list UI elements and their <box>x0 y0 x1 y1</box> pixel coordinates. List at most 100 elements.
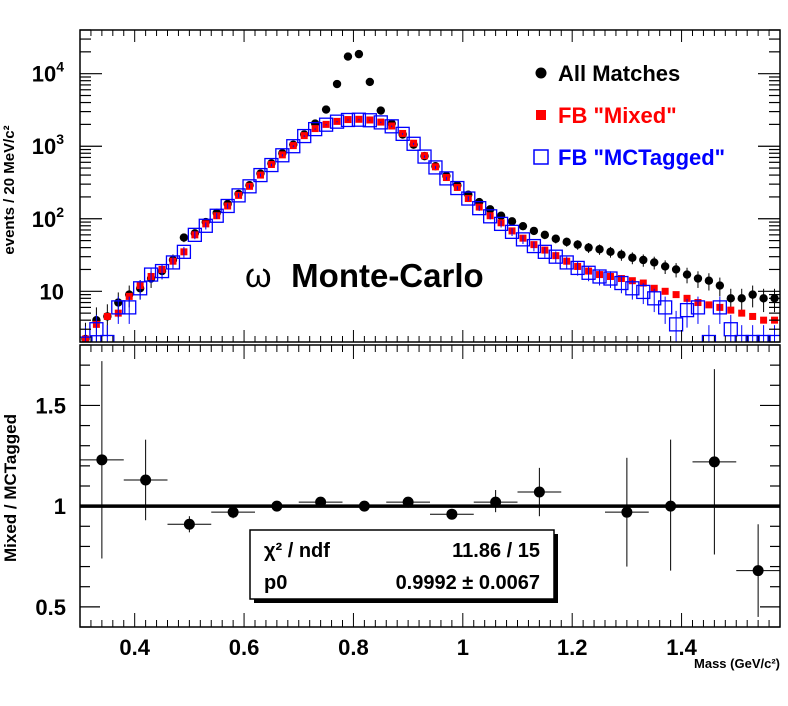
ratio-point <box>752 565 764 577</box>
fb-mctagged-point <box>559 255 574 270</box>
fb-mctagged-point <box>581 265 596 280</box>
fb-mctagged-point <box>351 112 367 127</box>
ratio-point-group <box>648 439 693 571</box>
top-y-tick-label: 102 <box>32 204 64 232</box>
top-y-tick-label: 104 <box>32 59 64 87</box>
fb-mixed-point <box>705 301 713 309</box>
bottom-x-tick-labels: 0.4 0.6 0.8 1 1.2 1.4 <box>119 635 697 660</box>
fb-mctagged-point <box>690 300 706 315</box>
ratio-point-group <box>736 524 780 617</box>
ratio-point-group <box>605 457 649 567</box>
all-matches-point <box>332 79 342 89</box>
fb-mctagged-point <box>592 269 607 284</box>
fb-mctagged-point <box>275 148 290 163</box>
ratio-point <box>315 496 327 508</box>
legend-item-fb-mctagged: FB "MCTagged" <box>533 145 725 170</box>
ratio-point <box>140 474 152 486</box>
bottom-y-axis-label: Mixed / MCTagged <box>1 414 20 562</box>
top-panel: 10 102 103 104 events / 20 MeV/c² All Match… <box>1 29 781 343</box>
bottom-y-tick-label: 0.5 <box>35 595 66 620</box>
top-clipped-data <box>80 49 780 342</box>
fb-mctagged-point <box>373 115 388 130</box>
ratio-point <box>708 456 720 468</box>
ratio-point <box>227 506 239 518</box>
fb-mctagged-point <box>548 249 563 264</box>
all-matches-point <box>562 237 571 247</box>
fb-mixed-point <box>103 312 111 320</box>
ratio-point <box>621 506 633 518</box>
ratio-point <box>446 508 458 520</box>
fb-mctagged-point <box>734 334 749 342</box>
all-matches-point <box>639 255 648 265</box>
legend: All Matches FB "Mixed" FB "MCTagged" <box>533 61 725 170</box>
top-y-tick-labels: 10 102 103 104 <box>32 59 64 305</box>
fb-mctagged-point <box>100 334 115 342</box>
all-matches-point <box>606 247 615 257</box>
x-tick-label: 1.4 <box>666 635 697 660</box>
all-matches-point <box>682 270 692 279</box>
bottom-panel: 0.5 1 1.5 0.4 0.6 0.8 1 1.2 1.4 Mixed / MCTagge… <box>1 344 781 671</box>
fb-mctagged-point <box>461 191 476 206</box>
top-y-tick-label: 103 <box>32 131 64 159</box>
ratio-point <box>96 454 108 466</box>
omega-symbol: ω <box>245 257 272 295</box>
fb-mctagged-point <box>111 300 126 315</box>
fb-mixed-point <box>760 316 768 324</box>
fb-mctagged-point <box>614 275 629 291</box>
fb-mctagged-point <box>603 271 618 286</box>
fb-mctagged-point <box>143 267 159 282</box>
fb-mixed-point <box>125 292 133 300</box>
fb-mctagged-point <box>209 208 224 223</box>
x-tick-label: 0.6 <box>229 635 260 660</box>
all-matches-point <box>529 226 539 236</box>
fb-mctagged-point <box>756 334 771 342</box>
all-matches-point <box>660 262 670 271</box>
fb-mctagged-point <box>340 112 356 128</box>
all-matches-point <box>376 106 385 115</box>
fb-mctagged-point <box>384 119 399 134</box>
legend-marker-fb-mctagged <box>533 149 549 165</box>
fb-mctagged-point <box>647 291 662 306</box>
x-axis-label: Mass (GeV/c²) <box>694 656 780 671</box>
fb-mctagged-point <box>80 336 93 342</box>
fb-mctagged-point <box>723 322 738 337</box>
fb-mctagged-point <box>242 179 257 194</box>
fb-mixed-point <box>639 279 647 287</box>
fb-mctagged-point <box>329 114 345 129</box>
all-matches-point <box>540 230 550 240</box>
legend-item-all-matches: All Matches <box>535 61 680 86</box>
fb-mctagged-point <box>154 263 170 279</box>
fb-mctagged-point <box>395 126 410 142</box>
fb-mctagged-point <box>439 171 454 186</box>
fb-mctagged-point <box>658 300 673 315</box>
fb-mixed-point <box>672 291 680 299</box>
all-matches-point <box>573 240 582 249</box>
all-matches-point <box>704 276 714 285</box>
all-matches-point <box>726 294 735 303</box>
fb-mctagged-point <box>767 334 780 342</box>
fb-mctagged-point <box>428 160 443 175</box>
fb-mctagged-point <box>712 300 727 315</box>
fit-chi2-label: χ² / ndf <box>264 540 330 562</box>
ratio-point-group <box>211 506 255 519</box>
fb-mctagged-point <box>450 180 465 196</box>
fb-mctagged-point <box>417 149 432 164</box>
fb-mctagged-point <box>493 216 509 232</box>
ratio-point-group <box>692 369 737 555</box>
all-matches-point <box>179 233 189 242</box>
top-y-tick-label: 10 <box>40 279 64 304</box>
fb-mctagged-point <box>679 302 695 318</box>
all-matches-point <box>496 211 506 220</box>
fb-mctagged-point <box>187 227 202 242</box>
all-matches-point <box>737 294 746 303</box>
all-matches-point <box>617 250 626 259</box>
ratio-point-group <box>430 508 474 520</box>
all-matches-point <box>759 294 768 303</box>
fb-mctagged-point <box>220 198 235 214</box>
fb-mctagged-point <box>176 244 192 259</box>
x-tick-label: 0.8 <box>338 635 369 660</box>
fb-mctagged-point <box>625 281 640 296</box>
ratio-point <box>183 518 195 530</box>
ratio-point-group <box>473 490 518 513</box>
